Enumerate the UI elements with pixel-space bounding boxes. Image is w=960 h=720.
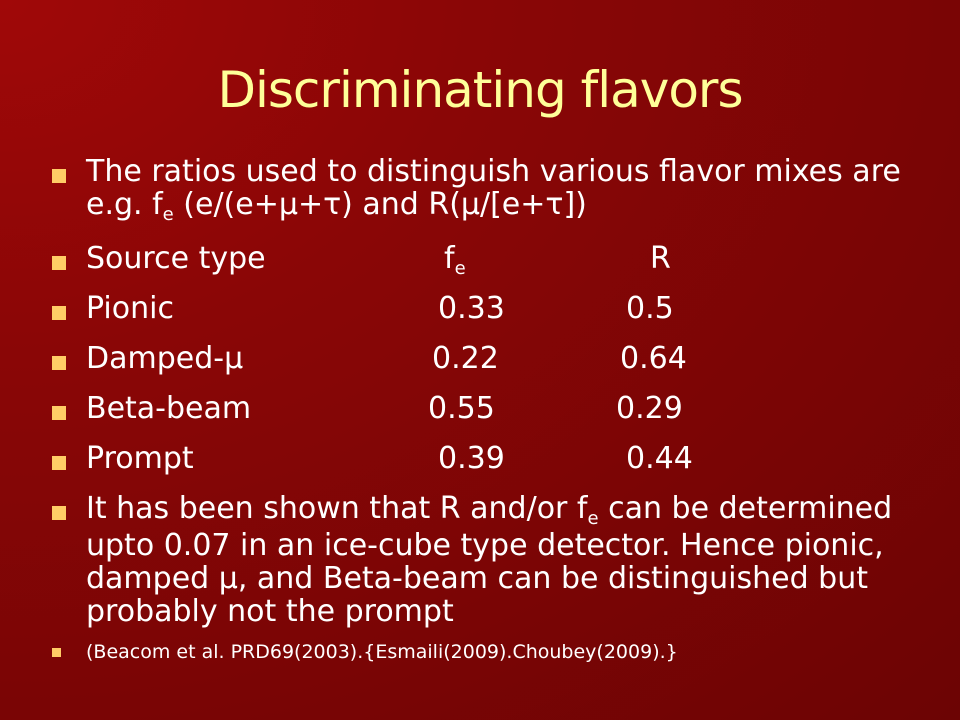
bullet-reference: (Beacom et al. PRD69(2003).{Esmaili(2009… [52, 640, 932, 664]
bullet-square-icon [52, 456, 66, 470]
conclusion-text: It has been shown that R and/or f [86, 491, 588, 526]
bullet-square-icon [52, 648, 61, 657]
bullet-square-icon [52, 406, 66, 420]
row-source-name: Pionic [86, 291, 174, 326]
table-row-damped: Damped-μ 0.22 0.64 [52, 342, 932, 375]
row-source-name: Damped-μ [86, 341, 244, 376]
row-fe-value: 0.22 [432, 341, 499, 376]
intro-text: The ratios used to distinguish various f… [86, 154, 901, 222]
header-fe-subscript: e [454, 258, 466, 279]
header-r: R [650, 241, 671, 276]
row-r-value: 0.29 [616, 391, 683, 426]
row-fe-value: 0.33 [438, 291, 505, 326]
bullet-list: The ratios used to distinguish various f… [52, 150, 932, 664]
header-fe: fe [444, 242, 466, 279]
table-row-pionic: Pionic 0.33 0.5 [52, 292, 932, 325]
header-source-type: Source type [86, 241, 266, 276]
header-fe-main: f [444, 241, 455, 276]
intro-text-end: (e/(e+μ+τ) and R(μ/[e+τ]) [173, 187, 587, 222]
row-source-name: Prompt [86, 441, 194, 476]
row-r-value: 0.64 [620, 341, 687, 376]
bullet-square-icon [52, 506, 66, 520]
table-row-beta-beam: Beta-beam 0.55 0.29 [52, 392, 932, 425]
row-r-value: 0.44 [626, 441, 693, 476]
bullet-square-icon [52, 169, 66, 183]
bullet-square-icon [52, 256, 66, 270]
row-r-value: 0.5 [626, 291, 674, 326]
bullet-square-icon [52, 356, 66, 370]
bullet-square-icon [52, 306, 66, 320]
bullet-table-header: Source type fe R [52, 241, 932, 279]
reference-text: (Beacom et al. PRD69(2003).{Esmaili(2009… [86, 641, 678, 663]
row-fe-value: 0.39 [438, 441, 505, 476]
row-fe-value: 0.55 [428, 391, 495, 426]
conclusion-subscript: e [587, 508, 599, 529]
conclusion-text-end: can be determined upto 0.07 in an ice-cu… [86, 491, 893, 629]
bullet-conclusion: It has been shown that R and/or fe can b… [52, 492, 932, 628]
table-row-prompt: Prompt 0.39 0.44 [52, 442, 932, 475]
row-source-name: Beta-beam [86, 391, 252, 426]
bullet-intro: The ratios used to distinguish various f… [52, 155, 932, 225]
slide-title: Discriminating flavors [217, 61, 743, 119]
intro-subscript: e [162, 204, 174, 225]
